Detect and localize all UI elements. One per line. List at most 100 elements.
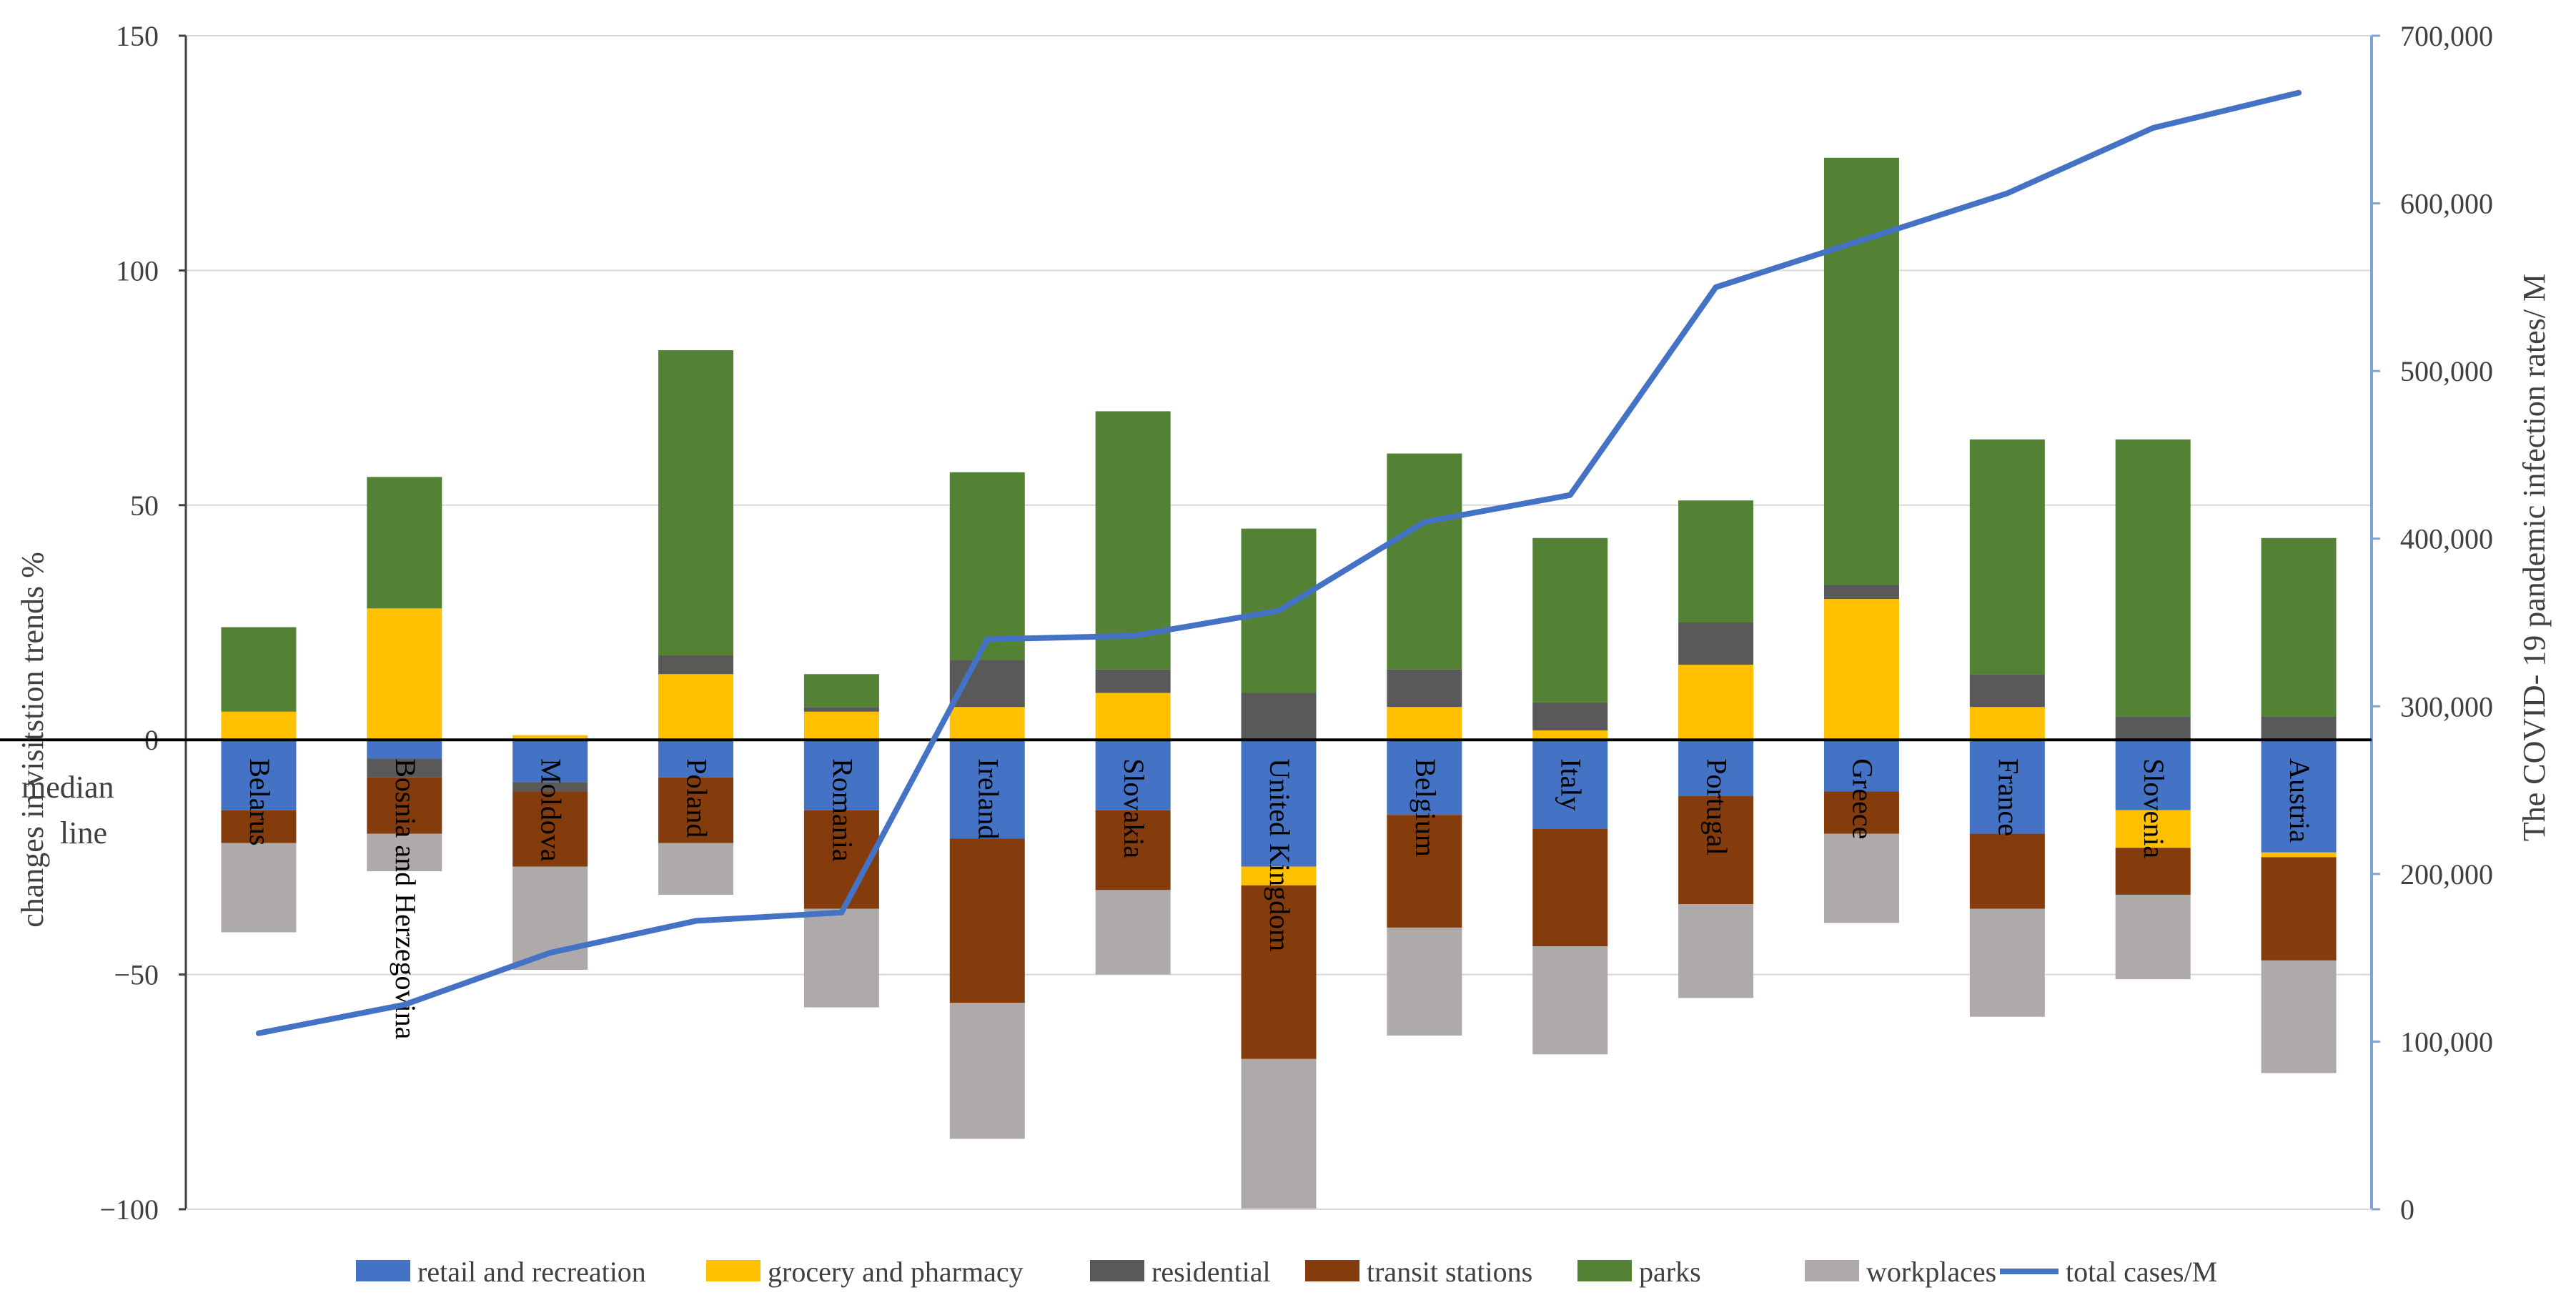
bar-segment <box>367 777 442 834</box>
bar-segment <box>949 472 1025 660</box>
line-layer <box>255 89 2302 1036</box>
bar-segment <box>803 908 879 1008</box>
bar-segment <box>658 655 734 675</box>
bar-segment <box>658 674 734 740</box>
median-line-label-1: median <box>21 770 114 805</box>
y-tick-label: 100 <box>116 254 159 287</box>
bar-segment <box>1969 674 2045 708</box>
category-label: Austria <box>2284 758 2316 843</box>
bar-segment <box>949 838 1025 1003</box>
bar-segment <box>1969 908 2045 1017</box>
bar-segment <box>2261 960 2337 1073</box>
bar-segment <box>658 777 734 843</box>
bar-segment <box>1678 796 1754 905</box>
bar-segment <box>2115 894 2191 980</box>
bar-segment <box>1823 599 1899 740</box>
bar-segment <box>1095 693 1171 740</box>
y-tick-label: 50 <box>130 490 159 522</box>
bar-segment <box>1241 1058 1317 1209</box>
bar-segment <box>512 782 588 792</box>
bar-segment <box>1532 730 1608 740</box>
bar-segment <box>1532 946 1608 1055</box>
y2-tick-label: 600,000 <box>2400 188 2493 220</box>
bar-segment <box>1095 740 1171 810</box>
category-label: Portugal <box>1701 758 1733 855</box>
y2-tick-label: 300,000 <box>2400 690 2493 723</box>
bars-layer <box>221 157 2337 1209</box>
category-label: Slovakia <box>1118 758 1150 858</box>
y-tick-label: 150 <box>116 20 159 52</box>
category-label: Bosnia and Herzegovina <box>390 758 422 1039</box>
bar-segment <box>803 711 879 740</box>
category-label: Greece <box>1846 758 1878 839</box>
bar-segment <box>221 740 297 810</box>
bar-segment <box>2261 716 2337 740</box>
bar-segment <box>1823 740 1899 792</box>
bar-segment <box>2261 852 2337 858</box>
bar-segment <box>367 833 442 872</box>
bar-segment <box>949 707 1025 740</box>
legend-swatch <box>1090 1260 1144 1281</box>
median-line-annotation: median line <box>21 770 114 850</box>
bar-segment <box>1387 740 1462 815</box>
bar-segment <box>367 740 442 759</box>
y2-axis-title: The COVID- 19 pandemic infection rates/ … <box>2517 274 2552 841</box>
legend-swatch <box>1805 1260 1859 1281</box>
legend-label: parks <box>1639 1256 1701 1288</box>
category-label: Italy <box>1555 758 1587 810</box>
bar-segment <box>2115 848 2191 895</box>
bar-segment <box>1823 157 1899 585</box>
bar-segment <box>1095 890 1171 975</box>
bar-segment <box>1969 833 2045 909</box>
category-label: Moldova <box>535 758 568 862</box>
bar-segment <box>1678 500 1754 622</box>
bar-segment <box>1532 740 1608 829</box>
legend-label: retail and recreation <box>417 1256 646 1288</box>
y-axis-title: changes in visitstion trends % <box>15 552 50 928</box>
category-label: Belgium <box>1410 758 1442 857</box>
bar-segment <box>949 740 1025 839</box>
bar-segment <box>1387 707 1462 740</box>
legend-label: grocery and pharmacy <box>768 1256 1024 1288</box>
y-tick-label: −100 <box>99 1194 159 1226</box>
bar-segment <box>1241 740 1317 867</box>
bar-segment <box>221 627 297 712</box>
category-labels: Belarus Bosnia and Herzegovina Moldova Pola… <box>244 758 2316 1039</box>
bar-segment <box>1823 833 1899 923</box>
legend-swatch <box>1577 1260 1632 1281</box>
category-label: Poland <box>681 758 713 838</box>
bar-segment <box>367 608 442 740</box>
legend-swatch <box>706 1260 761 1281</box>
bar-segment <box>1241 885 1317 1059</box>
bar-segment <box>1095 411 1171 670</box>
bar-segment <box>949 1003 1025 1139</box>
bar-segment <box>1678 904 1754 998</box>
legend: retail and recreation grocery and pharmac… <box>356 1256 2217 1288</box>
y2-tick-label: 0 <box>2400 1194 2414 1226</box>
bar-segment <box>1095 810 1171 890</box>
legend-label: total cases/M <box>2066 1256 2217 1288</box>
bar-segment <box>367 758 442 778</box>
bar-segment <box>512 791 588 867</box>
line-total-cases <box>255 89 2302 1036</box>
bar-segment <box>1387 669 1462 708</box>
bar-segment <box>221 711 297 740</box>
bar-segment <box>658 843 734 895</box>
bar-segment <box>221 810 297 843</box>
bar-segment <box>2261 857 2337 961</box>
bar-segment <box>221 843 297 933</box>
y2-tick-label: 500,000 <box>2400 355 2493 387</box>
bar-segment <box>2115 740 2191 810</box>
category-label: Romania <box>826 758 858 862</box>
axes-layer: 150 100 50 0 −50 −100 700,000 600,000 500,000 400… <box>0 20 2493 1226</box>
bar-segment <box>1241 693 1317 740</box>
category-label: Slovenia <box>2138 758 2170 858</box>
category-label: France <box>1992 758 2024 836</box>
legend-label: transit stations <box>1367 1256 1532 1288</box>
category-label: Ireland <box>972 758 1004 839</box>
bar-segment <box>512 740 588 783</box>
median-line-label-2: line <box>60 815 107 850</box>
bar-segment <box>1095 669 1171 693</box>
bar-segment <box>1823 791 1899 834</box>
